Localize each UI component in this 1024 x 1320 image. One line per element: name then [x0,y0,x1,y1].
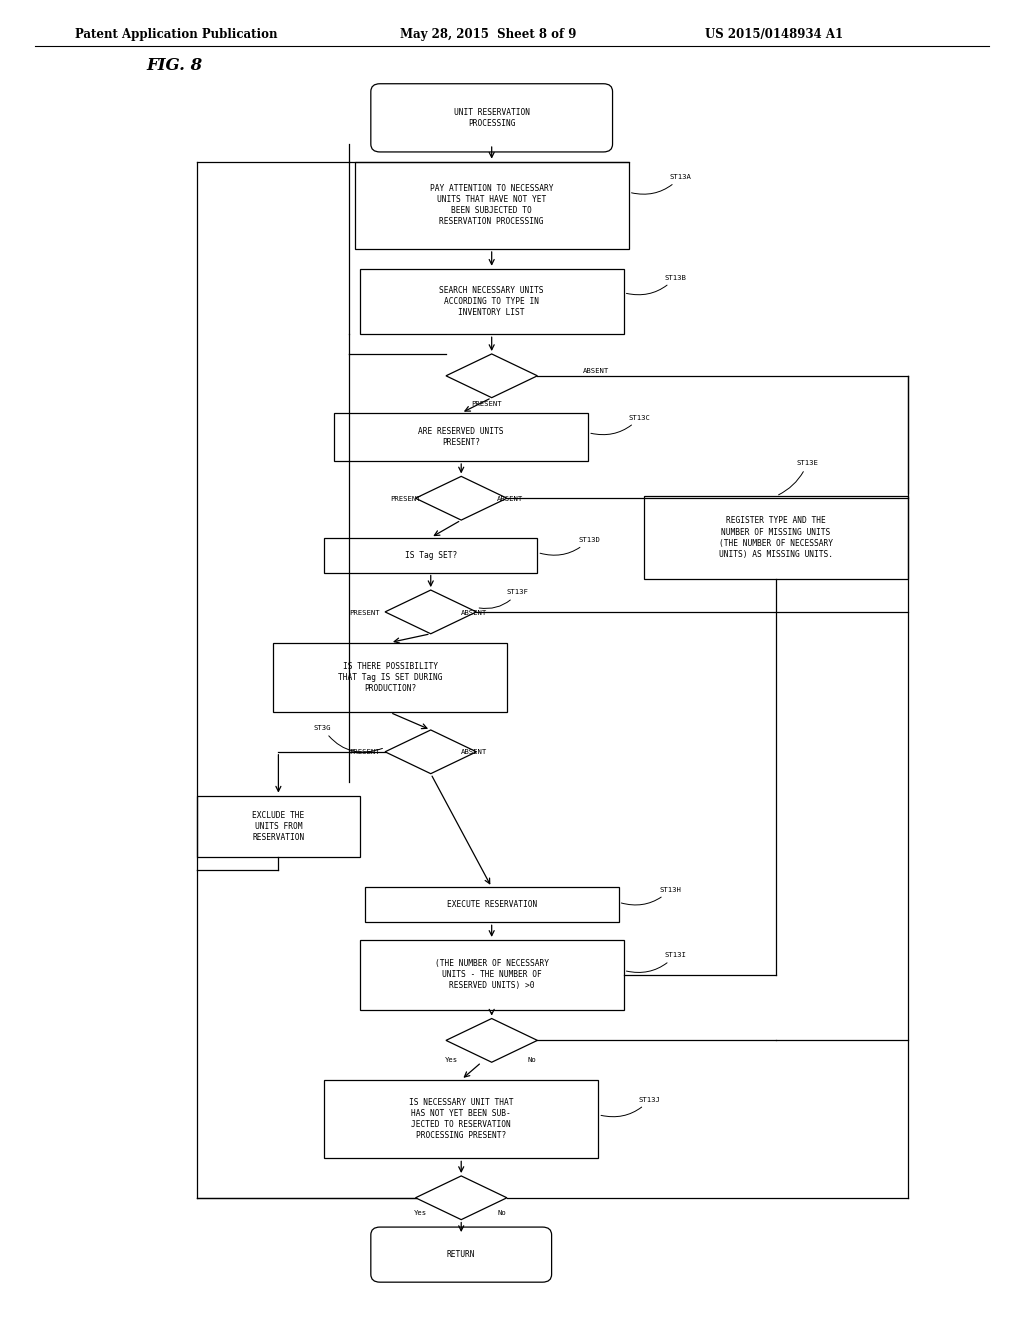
Text: PRESENT: PRESENT [390,496,421,502]
Text: ABSENT: ABSENT [461,750,487,755]
Text: ST13D: ST13D [540,537,600,556]
Text: RETURN: RETURN [446,1250,475,1259]
Text: Yes: Yes [414,1210,427,1216]
FancyBboxPatch shape [365,887,618,923]
FancyBboxPatch shape [359,269,624,334]
Polygon shape [416,1176,507,1220]
Text: ABSENT: ABSENT [497,496,523,502]
Polygon shape [446,354,538,397]
Text: ST13J: ST13J [601,1097,660,1117]
FancyBboxPatch shape [359,940,624,1010]
Text: IS NECESSARY UNIT THAT
HAS NOT YET BEEN SUB-
JECTED TO RESERVATION
PROCESSING PR: IS NECESSARY UNIT THAT HAS NOT YET BEEN … [409,1098,513,1140]
Text: IS Tag SET?: IS Tag SET? [404,550,457,560]
Text: Patent Application Publication: Patent Application Publication [75,28,278,41]
Text: ARE RESERVED UNITS
PRESENT?: ARE RESERVED UNITS PRESENT? [419,426,504,447]
FancyBboxPatch shape [371,83,612,152]
Text: ST13B: ST13B [627,275,686,294]
Text: SEARCH NECESSARY UNITS
ACCORDING TO TYPE IN
INVENTORY LIST: SEARCH NECESSARY UNITS ACCORDING TO TYPE… [439,286,544,317]
Text: May 28, 2015  Sheet 8 of 9: May 28, 2015 Sheet 8 of 9 [400,28,577,41]
Text: REGISTER TYPE AND THE
NUMBER OF MISSING UNITS
(THE NUMBER OF NECESSARY
UNITS) AS: REGISTER TYPE AND THE NUMBER OF MISSING … [719,516,834,558]
Text: FIG. 8: FIG. 8 [146,57,203,74]
Text: ST3G: ST3G [314,725,382,752]
Text: ST13H: ST13H [622,887,681,906]
Text: EXECUTE RESERVATION: EXECUTE RESERVATION [446,900,537,909]
Text: Yes: Yes [444,1057,458,1063]
Text: No: No [528,1057,537,1063]
FancyBboxPatch shape [644,496,908,579]
FancyBboxPatch shape [371,1228,552,1282]
Text: No: No [498,1210,506,1216]
FancyBboxPatch shape [354,161,629,249]
Text: ABSENT: ABSENT [583,368,609,374]
Text: ST13A: ST13A [632,174,691,194]
FancyBboxPatch shape [334,413,588,461]
Text: ABSENT: ABSENT [461,610,487,615]
Text: ST13E: ST13E [778,461,818,495]
FancyBboxPatch shape [325,537,538,573]
Text: US 2015/0148934 A1: US 2015/0148934 A1 [705,28,843,41]
Text: PRESENT: PRESENT [471,401,502,408]
Text: EXCLUDE THE
UNITS FROM
RESERVATION: EXCLUDE THE UNITS FROM RESERVATION [252,810,304,842]
FancyBboxPatch shape [273,643,507,713]
Text: UNIT RESERVATION
PROCESSING: UNIT RESERVATION PROCESSING [454,108,529,128]
Text: PRESENT: PRESENT [349,750,380,755]
Polygon shape [385,590,476,634]
Polygon shape [416,477,507,520]
Text: ST13F: ST13F [479,590,528,609]
Text: ST13I: ST13I [627,952,686,973]
FancyBboxPatch shape [325,1080,598,1159]
Text: PRESENT: PRESENT [349,610,380,615]
Text: PAY ATTENTION TO NECESSARY
UNITS THAT HAVE NOT YET
BEEN SUBJECTED TO
RESERVATION: PAY ATTENTION TO NECESSARY UNITS THAT HA… [430,183,553,227]
Text: (THE NUMBER OF NECESSARY
UNITS - THE NUMBER OF
RESERVED UNITS) >0: (THE NUMBER OF NECESSARY UNITS - THE NUM… [434,960,549,990]
Polygon shape [446,1019,538,1063]
Text: ST13C: ST13C [591,414,650,434]
Text: IS THERE POSSIBILITY
THAT Tag IS SET DURING
PRODUCTION?: IS THERE POSSIBILITY THAT Tag IS SET DUR… [338,661,442,693]
Polygon shape [385,730,476,774]
FancyBboxPatch shape [198,796,359,857]
